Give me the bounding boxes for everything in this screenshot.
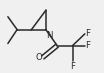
Text: O: O [35,53,42,62]
Text: F: F [70,62,75,71]
Text: N: N [46,31,53,40]
Text: F: F [85,41,90,50]
Text: F: F [85,29,90,38]
